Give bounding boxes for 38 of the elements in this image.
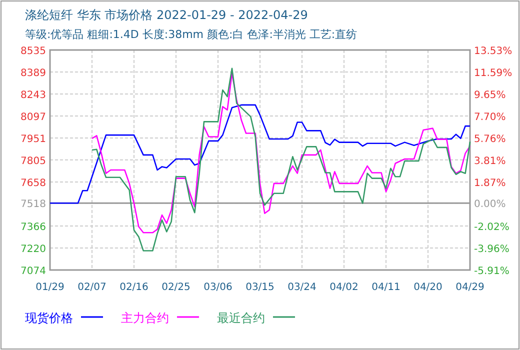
y2-tick-label: -5.91% (474, 266, 510, 277)
y2-tick-label: 13.53% (474, 46, 512, 57)
y-tick-label: 7074 (20, 266, 46, 277)
y-tick-label: 7951 (20, 134, 46, 145)
legend-label: 主力合约 (121, 311, 169, 325)
y2-tick-label: 3.81% (474, 156, 506, 167)
y2-tick-label: 1.87% (474, 178, 506, 189)
x-tick-label: 03/24 (288, 282, 316, 293)
x-tick-label: 02/07 (78, 282, 106, 293)
x-tick-label: 04/11 (372, 282, 400, 293)
x-tick-label: 02/25 (162, 282, 190, 293)
y2-tick-label: 9.65% (474, 90, 506, 101)
y-tick-label: 7220 (20, 244, 46, 256)
y-tick-label: 7805 (20, 156, 46, 167)
y-tick-label: 8389 (20, 68, 46, 79)
x-tick-label: 03/15 (246, 282, 274, 293)
y-tick-label: 7658 (20, 178, 46, 190)
chart-title: 涤纶短纤 华东 市场价格 2022-01-29 - 2022-04-29 (25, 8, 308, 22)
y-tick-label: 7518 (20, 199, 46, 210)
y-tick-label: 8097 (20, 112, 46, 123)
y2-tick-label: -2.02% (474, 222, 510, 233)
y-tick-label: 8535 (20, 46, 46, 57)
y-tick-label: 7366 (20, 222, 46, 234)
y2-tick-label: 5.76% (474, 134, 506, 145)
y2-tick-label: -3.96% (474, 244, 510, 255)
x-tick-label: 04/02 (330, 282, 358, 293)
chart-subtitle: 等级:优等品 粗细:1.4D 长度:38mm 颜色:白 色泽:半消光 工艺:直纺 (25, 28, 358, 41)
legend-label: 现货价格 (25, 311, 73, 325)
y-tick-label: 8243 (20, 90, 46, 101)
x-tick-label: 02/16 (120, 282, 148, 293)
x-tick-label: 04/20 (414, 282, 442, 293)
legend-label: 最近合约 (217, 311, 265, 325)
x-tick-label: 03/06 (204, 282, 232, 293)
y2-tick-label: 7.70% (474, 112, 506, 123)
x-tick-label: 01/29 (36, 282, 64, 293)
y2-tick-label: 11.59% (474, 68, 512, 79)
y2-tick-label: 0.00% (474, 199, 506, 210)
x-tick-label: 04/29 (456, 282, 484, 293)
